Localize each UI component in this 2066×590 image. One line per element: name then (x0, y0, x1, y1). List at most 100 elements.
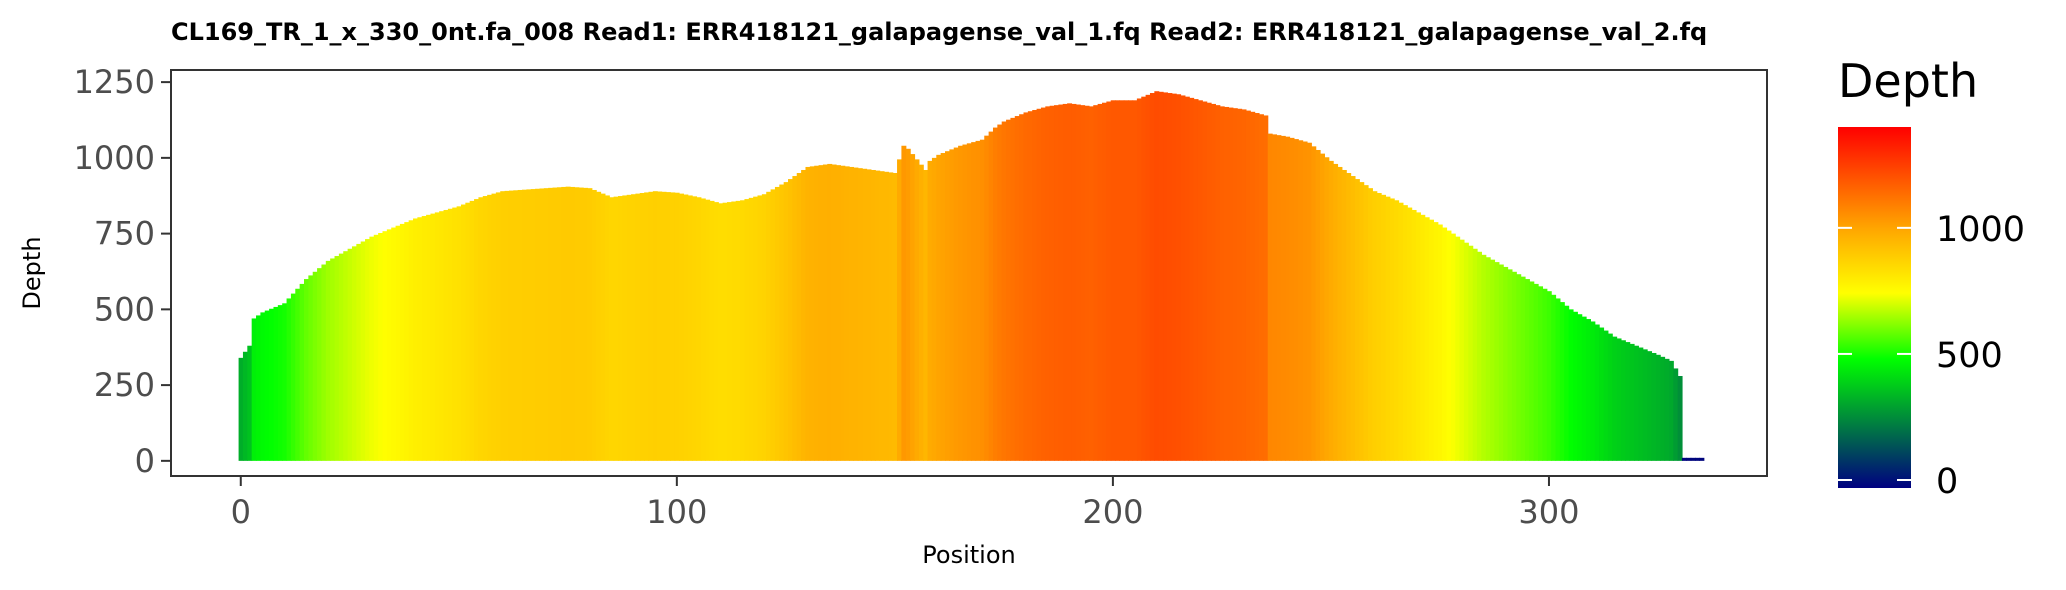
depth-bar (264, 310, 270, 461)
depth-bar (1354, 179, 1360, 461)
depth-bar (613, 196, 619, 461)
x-tick-label: 200 (1082, 493, 1143, 531)
depth-bar (251, 318, 257, 461)
depth-bar (1232, 108, 1238, 461)
depth-bar (1455, 236, 1461, 461)
depth-bar (648, 191, 654, 461)
depth-bar (801, 169, 807, 461)
depth-bar (452, 207, 458, 461)
depth-bar (1424, 217, 1430, 461)
depth-bar (1237, 108, 1243, 461)
depth-bar (1346, 173, 1352, 461)
y-tick-label: 750 (94, 215, 155, 253)
depth-bar (1533, 283, 1539, 461)
depth-bar (1629, 343, 1635, 461)
depth-bar (443, 209, 449, 461)
depth-bar (1250, 111, 1256, 461)
depth-bar (1075, 104, 1081, 461)
y-tick-label: 1000 (74, 139, 155, 177)
depth-bar (574, 187, 580, 461)
depth-bar (1014, 116, 1020, 461)
depth-bar (1616, 338, 1622, 461)
depth-bar (971, 142, 977, 461)
depth-bar (1620, 340, 1626, 461)
depth-bar (1581, 316, 1587, 461)
depth-bar (343, 251, 349, 461)
depth-bar (1202, 101, 1208, 461)
depth-bar (1302, 141, 1308, 461)
depth-bar (1681, 457, 1687, 461)
depth-bar (1490, 259, 1496, 461)
depth-bar (910, 154, 916, 461)
depth-bar (713, 202, 719, 461)
depth-bar (1429, 219, 1435, 461)
depth-bar (1032, 109, 1038, 461)
depth-bar (631, 194, 637, 461)
depth-bar (1394, 200, 1400, 461)
depth-bar (356, 243, 362, 461)
depth-bar (500, 191, 506, 461)
depth-bar (1110, 100, 1116, 461)
legend: Depth 0 500 1000 (1838, 54, 2025, 502)
depth-bar (583, 187, 589, 461)
depth-bar (731, 201, 737, 461)
legend-tick-label: 0 (1936, 462, 1958, 502)
y-tick-label: 250 (94, 366, 155, 404)
depth-bar (975, 140, 981, 461)
depth-bar (792, 176, 798, 461)
depth-bar (338, 253, 344, 461)
depth-bar (979, 139, 985, 461)
legend-tick-label: 500 (1936, 336, 2003, 376)
depth-bar (1572, 311, 1578, 461)
depth-bar (805, 166, 811, 461)
depth-bar (365, 239, 371, 461)
depth-bar (761, 194, 767, 461)
depth-bar (578, 187, 584, 461)
depth-bar (840, 165, 846, 461)
depth-bar (408, 220, 414, 461)
depth-bar (818, 165, 824, 461)
depth-bar (927, 160, 933, 461)
depth-bar (1568, 309, 1574, 461)
depth-bar (334, 256, 340, 461)
depth-bar (421, 216, 427, 461)
depth-bar (609, 197, 615, 461)
depth-bar (1136, 98, 1142, 461)
depth-bar (1219, 106, 1225, 461)
depth-bar (1459, 239, 1465, 461)
depth-bar (277, 305, 283, 461)
depth-bar (700, 198, 706, 461)
depth-bar (1516, 274, 1522, 461)
depth-bar (1280, 135, 1286, 461)
depth-bar (1040, 107, 1046, 461)
depth-bar (1154, 91, 1160, 461)
depth-bar (849, 166, 855, 461)
depth-bar (945, 151, 950, 461)
y-axis-label: Depth (18, 236, 46, 309)
depth-bar (635, 193, 641, 461)
depth-bar (1184, 96, 1190, 461)
depth-bar (853, 167, 859, 461)
depth-bar (587, 188, 593, 461)
depth-bar (757, 195, 763, 461)
depth-bar (875, 170, 881, 461)
depth-bar (892, 173, 898, 461)
depth-bar (1267, 133, 1273, 461)
depth-bar (522, 189, 527, 461)
depth-bar (949, 149, 955, 461)
depth-bar (1298, 140, 1304, 461)
depth-bar (312, 271, 318, 461)
depth-bar (1372, 191, 1378, 461)
depth-bar (1115, 100, 1121, 461)
depth-bar (273, 306, 279, 461)
depth-bar (1285, 136, 1291, 461)
depth-bar (1695, 457, 1701, 461)
depth-bar (1407, 207, 1413, 461)
depth-bar (1001, 121, 1007, 461)
depth-bar (827, 163, 833, 461)
depth-bar (517, 189, 523, 461)
depth-bar (1333, 163, 1339, 461)
legend-ticks: 0 500 1000 (1838, 210, 2025, 502)
depth-bar (1293, 139, 1299, 461)
